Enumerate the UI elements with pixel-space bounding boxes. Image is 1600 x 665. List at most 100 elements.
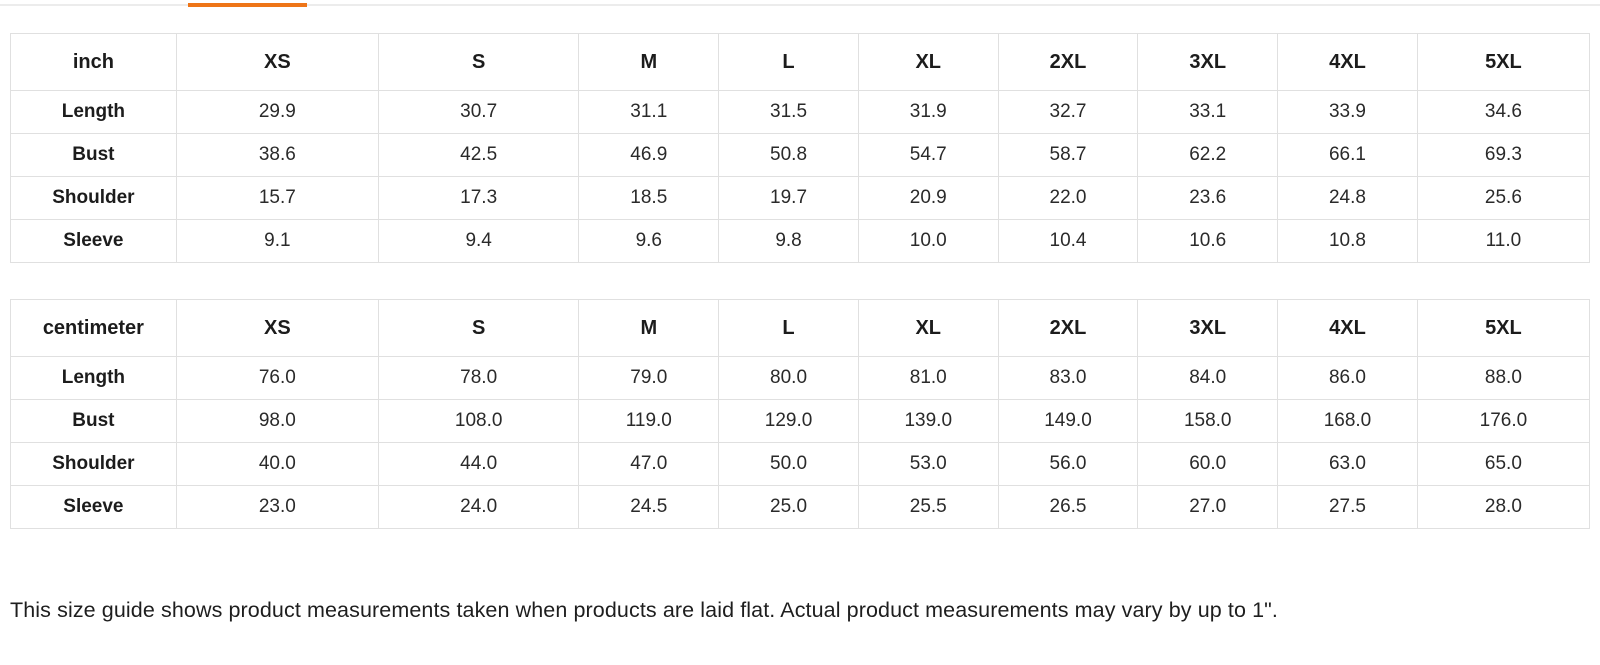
measurement-value: 46.9 [578,133,720,177]
measurement-value: 26.5 [997,485,1139,529]
size-guide-panel: inch XS S M L XL 2XL 3XL 4XL 5XL Length 29.9 30.7 3… [0,33,1600,623]
measurement-value: 10.8 [1277,219,1418,263]
measurement-value: 63.0 [1277,442,1418,486]
measurement-value: 108.0 [377,399,580,443]
measurement-value: 25.0 [718,485,859,529]
measurement-value: 119.0 [578,399,720,443]
size-column-header: XS [175,299,379,357]
measurement-value: 9.8 [718,219,859,263]
measurement-value: 25.5 [857,485,999,529]
size-guide-note: This size guide shows product measuremen… [10,598,1278,622]
measurement-value: 54.7 [857,133,999,177]
measurement-row: Length 76.0 78.0 79.0 80.0 81.0 83.0 84.0 86.0 88… [10,356,1591,400]
size-column-header: 2XL [997,33,1139,91]
size-column-header: 4XL [1277,299,1418,357]
measurement-label: Shoulder [10,442,177,486]
size-column-header: 3XL [1137,299,1279,357]
header-row: centimeter XS S M L XL 2XL 3XL 4XL 5XL [10,299,1591,357]
size-column-header: XL [857,33,999,91]
size-column-header: 5XL [1416,33,1591,91]
size-column-header: S [377,299,580,357]
measurement-row: Bust 38.6 42.5 46.9 50.8 54.7 58.7 62.2 66.1 69.3 [10,133,1591,177]
tab-bar-divider [0,4,1600,6]
tab-bar [0,0,1600,8]
size-column-header: 4XL [1277,33,1418,91]
measurement-value: 50.0 [718,442,859,486]
measurement-value: 33.9 [1277,90,1418,134]
measurement-value: 17.3 [377,176,580,220]
measurement-value: 10.0 [857,219,999,263]
measurement-value: 19.7 [718,176,859,220]
unit-header-cell: centimeter [10,299,177,357]
measurement-value: 76.0 [175,356,379,400]
measurement-label: Bust [10,133,177,177]
measurement-value: 31.5 [718,90,859,134]
measurement-value: 31.9 [857,90,999,134]
measurement-label: Bust [10,399,177,443]
measurement-value: 129.0 [718,399,859,443]
measurement-value: 10.6 [1137,219,1279,263]
measurement-value: 80.0 [718,356,859,400]
size-column-header: M [578,299,720,357]
measurement-value: 24.5 [578,485,720,529]
size-column-header: XL [857,299,999,357]
measurement-value: 38.6 [175,133,379,177]
size-column-header: L [718,33,859,91]
measurement-value: 28.0 [1416,485,1591,529]
measurement-value: 20.9 [857,176,999,220]
measurement-value: 60.0 [1137,442,1279,486]
measurement-label: Length [10,356,177,400]
measurement-value: 9.4 [377,219,580,263]
measurement-value: 31.1 [578,90,720,134]
measurement-value: 158.0 [1137,399,1279,443]
measurement-value: 23.6 [1137,176,1279,220]
measurement-value: 25.6 [1416,176,1591,220]
unit-header-cell: inch [10,33,177,91]
measurement-label: Sleeve [10,485,177,529]
measurement-label: Sleeve [10,219,177,263]
measurement-value: 47.0 [578,442,720,486]
measurement-row: Shoulder 40.0 44.0 47.0 50.0 53.0 56.0 60.0 63.0… [10,442,1591,486]
measurement-value: 50.8 [718,133,859,177]
measurement-value: 10.4 [997,219,1139,263]
measurement-value: 11.0 [1416,219,1591,263]
size-column-header: XS [175,33,379,91]
size-column-header: S [377,33,580,91]
size-column-header: 3XL [1137,33,1279,91]
measurement-value: 139.0 [857,399,999,443]
measurement-value: 176.0 [1416,399,1591,443]
table-body: Length 76.0 78.0 79.0 80.0 81.0 83.0 84.0 86.0 88… [10,356,1591,529]
measurement-value: 98.0 [175,399,379,443]
measurement-value: 24.0 [377,485,580,529]
measurement-value: 56.0 [997,442,1139,486]
measurement-value: 65.0 [1416,442,1591,486]
table-body: Length 29.9 30.7 31.1 31.5 31.9 32.7 33.1 33.9 34… [10,90,1591,263]
header-row: inch XS S M L XL 2XL 3XL 4XL 5XL [10,33,1591,91]
size-column-header: 5XL [1416,299,1591,357]
measurement-label: Shoulder [10,176,177,220]
measurement-value: 29.9 [175,90,379,134]
measurement-value: 27.5 [1277,485,1418,529]
measurement-row: Sleeve 9.1 9.4 9.6 9.8 10.0 10.4 10.6 10.8 11.0 [10,219,1591,263]
size-table-inch: inch XS S M L XL 2XL 3XL 4XL 5XL Length 29.9 30.7 3… [10,33,1591,263]
measurement-value: 33.1 [1137,90,1279,134]
size-column-header: 2XL [997,299,1139,357]
measurement-value: 42.5 [377,133,580,177]
measurement-value: 83.0 [997,356,1139,400]
measurement-value: 18.5 [578,176,720,220]
measurement-value: 58.7 [997,133,1139,177]
measurement-value: 149.0 [997,399,1139,443]
measurement-row: Bust 98.0 108.0 119.0 129.0 139.0 149.0 158.0 16… [10,399,1591,443]
measurement-value: 30.7 [377,90,580,134]
measurement-value: 22.0 [997,176,1139,220]
measurement-value: 88.0 [1416,356,1591,400]
measurement-value: 23.0 [175,485,379,529]
measurement-value: 24.8 [1277,176,1418,220]
measurement-value: 9.6 [578,219,720,263]
measurement-row: Shoulder 15.7 17.3 18.5 19.7 20.9 22.0 23.6 24.8… [10,176,1591,220]
size-column-header: M [578,33,720,91]
measurement-value: 27.0 [1137,485,1279,529]
measurement-value: 81.0 [857,356,999,400]
measurement-value: 86.0 [1277,356,1418,400]
measurement-row: Sleeve 23.0 24.0 24.5 25.0 25.5 26.5 27.0 27.5 28… [10,485,1591,529]
